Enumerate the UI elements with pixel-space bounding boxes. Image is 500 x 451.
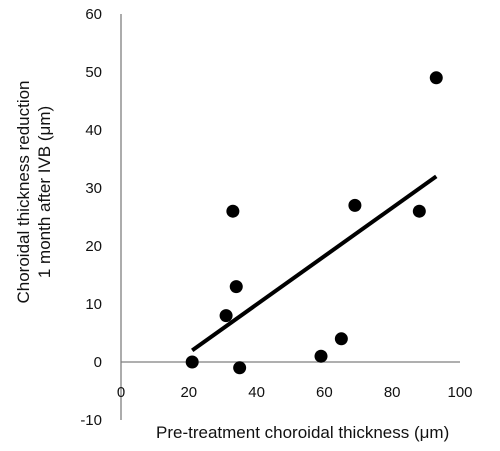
- x-tick-label: 80: [384, 384, 401, 401]
- data-point: [334, 332, 348, 346]
- x-tick-label: 100: [447, 384, 472, 401]
- y-axis-title: Choroidal thickness reduction 1 month af…: [14, 80, 54, 303]
- data-points: [185, 71, 443, 375]
- x-tick-labels: 0 20 40 60 80 100: [117, 384, 473, 401]
- x-tick-label: 0: [117, 384, 125, 401]
- x-tick-label: 20: [180, 384, 197, 401]
- data-point: [314, 349, 328, 363]
- y-tick-label: -10: [80, 412, 102, 429]
- x-tick-label: 40: [248, 384, 265, 401]
- data-point: [412, 204, 426, 218]
- x-tick-label: 60: [316, 384, 333, 401]
- y-tick-label: 20: [85, 238, 102, 255]
- y-axis-title-line-2: 1 month after IVB (μm): [35, 106, 54, 278]
- trend-line: [191, 174, 438, 353]
- y-tick-label: 60: [85, 6, 102, 23]
- data-point: [219, 309, 233, 323]
- data-point: [229, 280, 243, 294]
- y-tick-label: 50: [85, 64, 102, 81]
- data-point: [429, 71, 443, 85]
- data-point: [185, 355, 199, 369]
- y-tick-labels: -10 0 10 20 30 40 50 60: [80, 6, 102, 429]
- y-tick-label: 10: [85, 296, 102, 313]
- data-point: [348, 198, 362, 212]
- data-point: [233, 361, 247, 375]
- y-tick-label: 30: [85, 180, 102, 197]
- x-axis-title: Pre-treatment choroidal thickness (μm): [156, 423, 449, 442]
- y-tick-label: 40: [85, 122, 102, 139]
- y-tick-label: 0: [94, 354, 102, 371]
- data-point: [226, 204, 240, 218]
- y-axis-title-line-1: Choroidal thickness reduction: [14, 80, 33, 303]
